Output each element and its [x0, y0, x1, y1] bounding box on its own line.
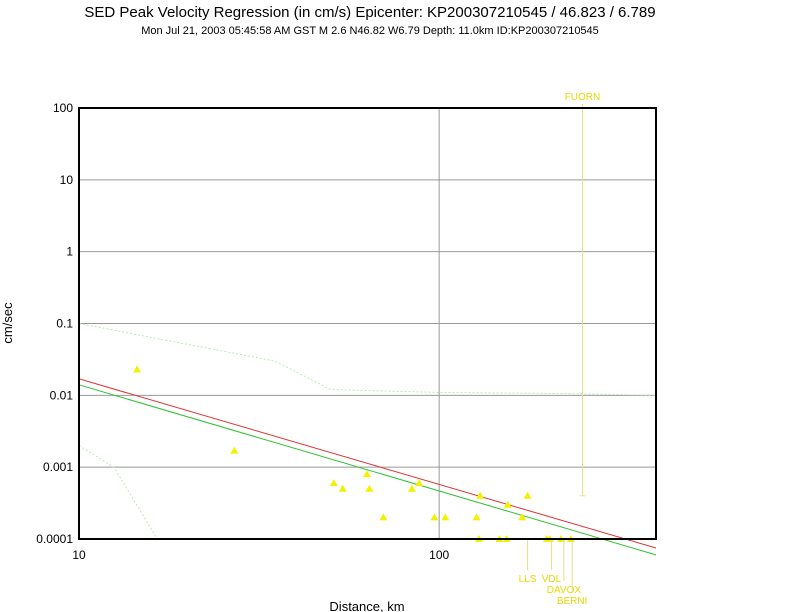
data-point — [365, 484, 374, 492]
plot-frame — [78, 107, 657, 540]
data-point — [379, 513, 388, 521]
data-point — [329, 479, 338, 487]
y-tick-label: 0.1 — [56, 317, 73, 331]
station-label: FUORN — [565, 92, 601, 103]
data-point — [472, 513, 481, 521]
bound-curve — [78, 323, 657, 396]
data-point — [362, 470, 371, 478]
regression-line — [78, 384, 657, 556]
data-point — [407, 484, 416, 492]
station-label: DAVOX — [547, 585, 582, 596]
data-points — [133, 365, 575, 542]
axis-ticks: 100 10 1 0.1 0.01 0.001 0.0001 10 100 — [36, 101, 449, 562]
y-tick-label: 0.0001 — [36, 532, 73, 546]
data-point — [338, 484, 347, 492]
y-tick-label: 0.01 — [50, 388, 74, 402]
y-axis-label: cm/sec — [0, 302, 15, 344]
y-tick-label: 100 — [53, 101, 73, 115]
station-label: LLS — [519, 574, 537, 585]
y-tick-label: 1 — [66, 245, 73, 259]
chart-subtitle: Mon Jul 21, 2003 05:45:58 AM GST M 2.6 N… — [141, 25, 599, 37]
data-point — [441, 513, 450, 521]
y-tick-label: 10 — [60, 173, 74, 187]
x-axis-label: Distance, km — [329, 599, 404, 612]
data-point — [133, 365, 142, 373]
x-tick-label: 100 — [429, 548, 449, 562]
station-label: BERNI — [557, 596, 588, 607]
data-point — [503, 500, 512, 508]
bound-curve — [78, 445, 158, 540]
regression-line — [78, 378, 657, 549]
regression-curves — [78, 323, 657, 556]
data-point — [430, 513, 439, 521]
data-point — [415, 479, 424, 487]
data-point — [476, 491, 485, 499]
x-tick-label: 10 — [72, 548, 86, 562]
station-label: VDL — [542, 574, 562, 585]
y-tick-label: 0.001 — [43, 460, 73, 474]
data-point — [518, 513, 527, 521]
chart-title: SED Peak Velocity Regression (in cm/s) E… — [84, 4, 656, 21]
data-point — [230, 446, 239, 454]
data-point — [523, 491, 532, 499]
